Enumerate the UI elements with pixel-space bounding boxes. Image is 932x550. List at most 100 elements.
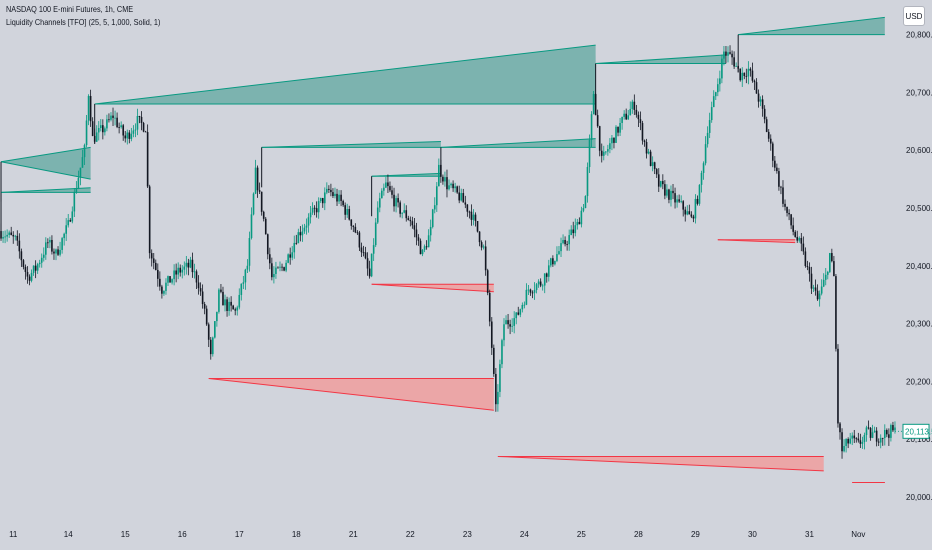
candle-body xyxy=(417,237,420,241)
candle-body xyxy=(218,289,220,312)
candle-body xyxy=(40,257,43,263)
candle-body xyxy=(584,196,587,209)
candle-body xyxy=(761,99,764,109)
candle-body xyxy=(49,239,51,243)
price-axis-label: 20,600.00 xyxy=(906,146,932,155)
candle-body xyxy=(173,270,175,280)
candle-body xyxy=(853,435,856,439)
candle-body xyxy=(727,52,729,56)
candle-body xyxy=(254,167,257,194)
candle-body xyxy=(820,286,823,294)
candle-body xyxy=(568,235,570,245)
candle-body xyxy=(122,125,125,136)
candle-body xyxy=(346,209,349,215)
candle-body xyxy=(116,117,118,128)
price-axis[interactable]: 20,000.00 20,100.00 20,200.00 20,300.00 20,4… xyxy=(906,31,932,502)
candle-body xyxy=(533,289,536,293)
candle-body xyxy=(613,137,615,143)
candle-body xyxy=(75,188,78,192)
candle-body xyxy=(146,132,149,187)
candle-body xyxy=(364,252,367,259)
candle-body xyxy=(226,299,228,311)
sellside-channel-edge xyxy=(717,239,796,244)
candle-body xyxy=(476,220,479,232)
candle-body xyxy=(462,193,465,203)
candle-body xyxy=(804,251,807,267)
candle-body xyxy=(199,288,202,292)
candle-body xyxy=(4,236,6,238)
time-axis-label: 24 xyxy=(520,530,529,539)
candle-body xyxy=(690,214,693,217)
candle-body xyxy=(710,107,713,121)
candle-body xyxy=(562,239,564,244)
candle-body xyxy=(295,242,298,244)
candle-body xyxy=(488,292,491,322)
candle-body xyxy=(837,348,839,424)
indicator-title[interactable]: Liquidity Channels [TFO] (25, 5, 1,000, … xyxy=(6,17,161,27)
candle-body xyxy=(659,181,662,187)
candle-body xyxy=(694,198,697,219)
symbol-title[interactable]: NASDAQ 100 E-mini Futures, 1h, CME xyxy=(6,4,134,14)
candle-body xyxy=(678,199,680,202)
candle-body xyxy=(244,269,247,283)
candle-body xyxy=(389,186,391,191)
candle-body xyxy=(311,207,314,213)
candle-body xyxy=(729,52,731,54)
candle-body xyxy=(214,321,216,338)
candle-body xyxy=(14,235,17,237)
currency-button[interactable]: USD xyxy=(903,6,925,26)
candle-body xyxy=(374,222,377,246)
candle-body xyxy=(281,266,283,268)
candle-body xyxy=(132,130,135,134)
candle-body xyxy=(552,258,554,265)
candle-body xyxy=(782,187,784,204)
candle-body xyxy=(383,187,385,191)
candle-body xyxy=(570,229,573,236)
candle-body xyxy=(440,164,442,177)
candle-body xyxy=(409,219,412,222)
candle-body xyxy=(273,273,275,278)
candle-body xyxy=(240,283,243,295)
candle-body xyxy=(566,244,568,245)
candle-body xyxy=(629,108,632,116)
candle-body xyxy=(179,267,182,273)
candle-body xyxy=(438,164,440,187)
candle-body xyxy=(814,287,817,291)
candle-body xyxy=(47,242,49,244)
candle-body xyxy=(376,207,379,223)
candle-body xyxy=(611,137,613,144)
candle-body xyxy=(686,211,689,215)
candle-body xyxy=(433,205,436,210)
candle-body xyxy=(472,214,475,220)
candle-body xyxy=(336,193,338,202)
candle-body xyxy=(234,309,237,311)
candle-body xyxy=(466,204,469,212)
candle-body xyxy=(721,58,723,79)
candle-body xyxy=(442,176,444,182)
candle-body xyxy=(431,209,434,227)
candle-body xyxy=(264,218,267,235)
candle-body xyxy=(737,66,739,69)
candle-body xyxy=(619,122,621,133)
candle-body xyxy=(289,254,291,258)
candle-body xyxy=(871,432,874,438)
candle-body xyxy=(114,117,116,119)
candle-body xyxy=(554,260,556,265)
candle-body xyxy=(682,201,685,210)
candle-body xyxy=(865,427,868,436)
candle-body xyxy=(582,208,585,211)
candle-body xyxy=(873,430,876,433)
time-axis[interactable]: 11 14 15 16 17 18 21 22 23 24 25 28 29 30 31 Nov xyxy=(9,530,865,539)
candle-body xyxy=(93,135,96,142)
price-axis-label: 20,100.00 xyxy=(906,435,932,444)
candle-body xyxy=(497,391,499,405)
candle-body xyxy=(425,246,428,248)
candle-body xyxy=(556,254,558,261)
candle-body xyxy=(668,189,670,200)
candle-body xyxy=(759,99,762,102)
candle-body xyxy=(519,309,522,315)
candle-body xyxy=(617,126,619,133)
candle-body xyxy=(53,251,55,254)
candle-body xyxy=(51,239,53,252)
